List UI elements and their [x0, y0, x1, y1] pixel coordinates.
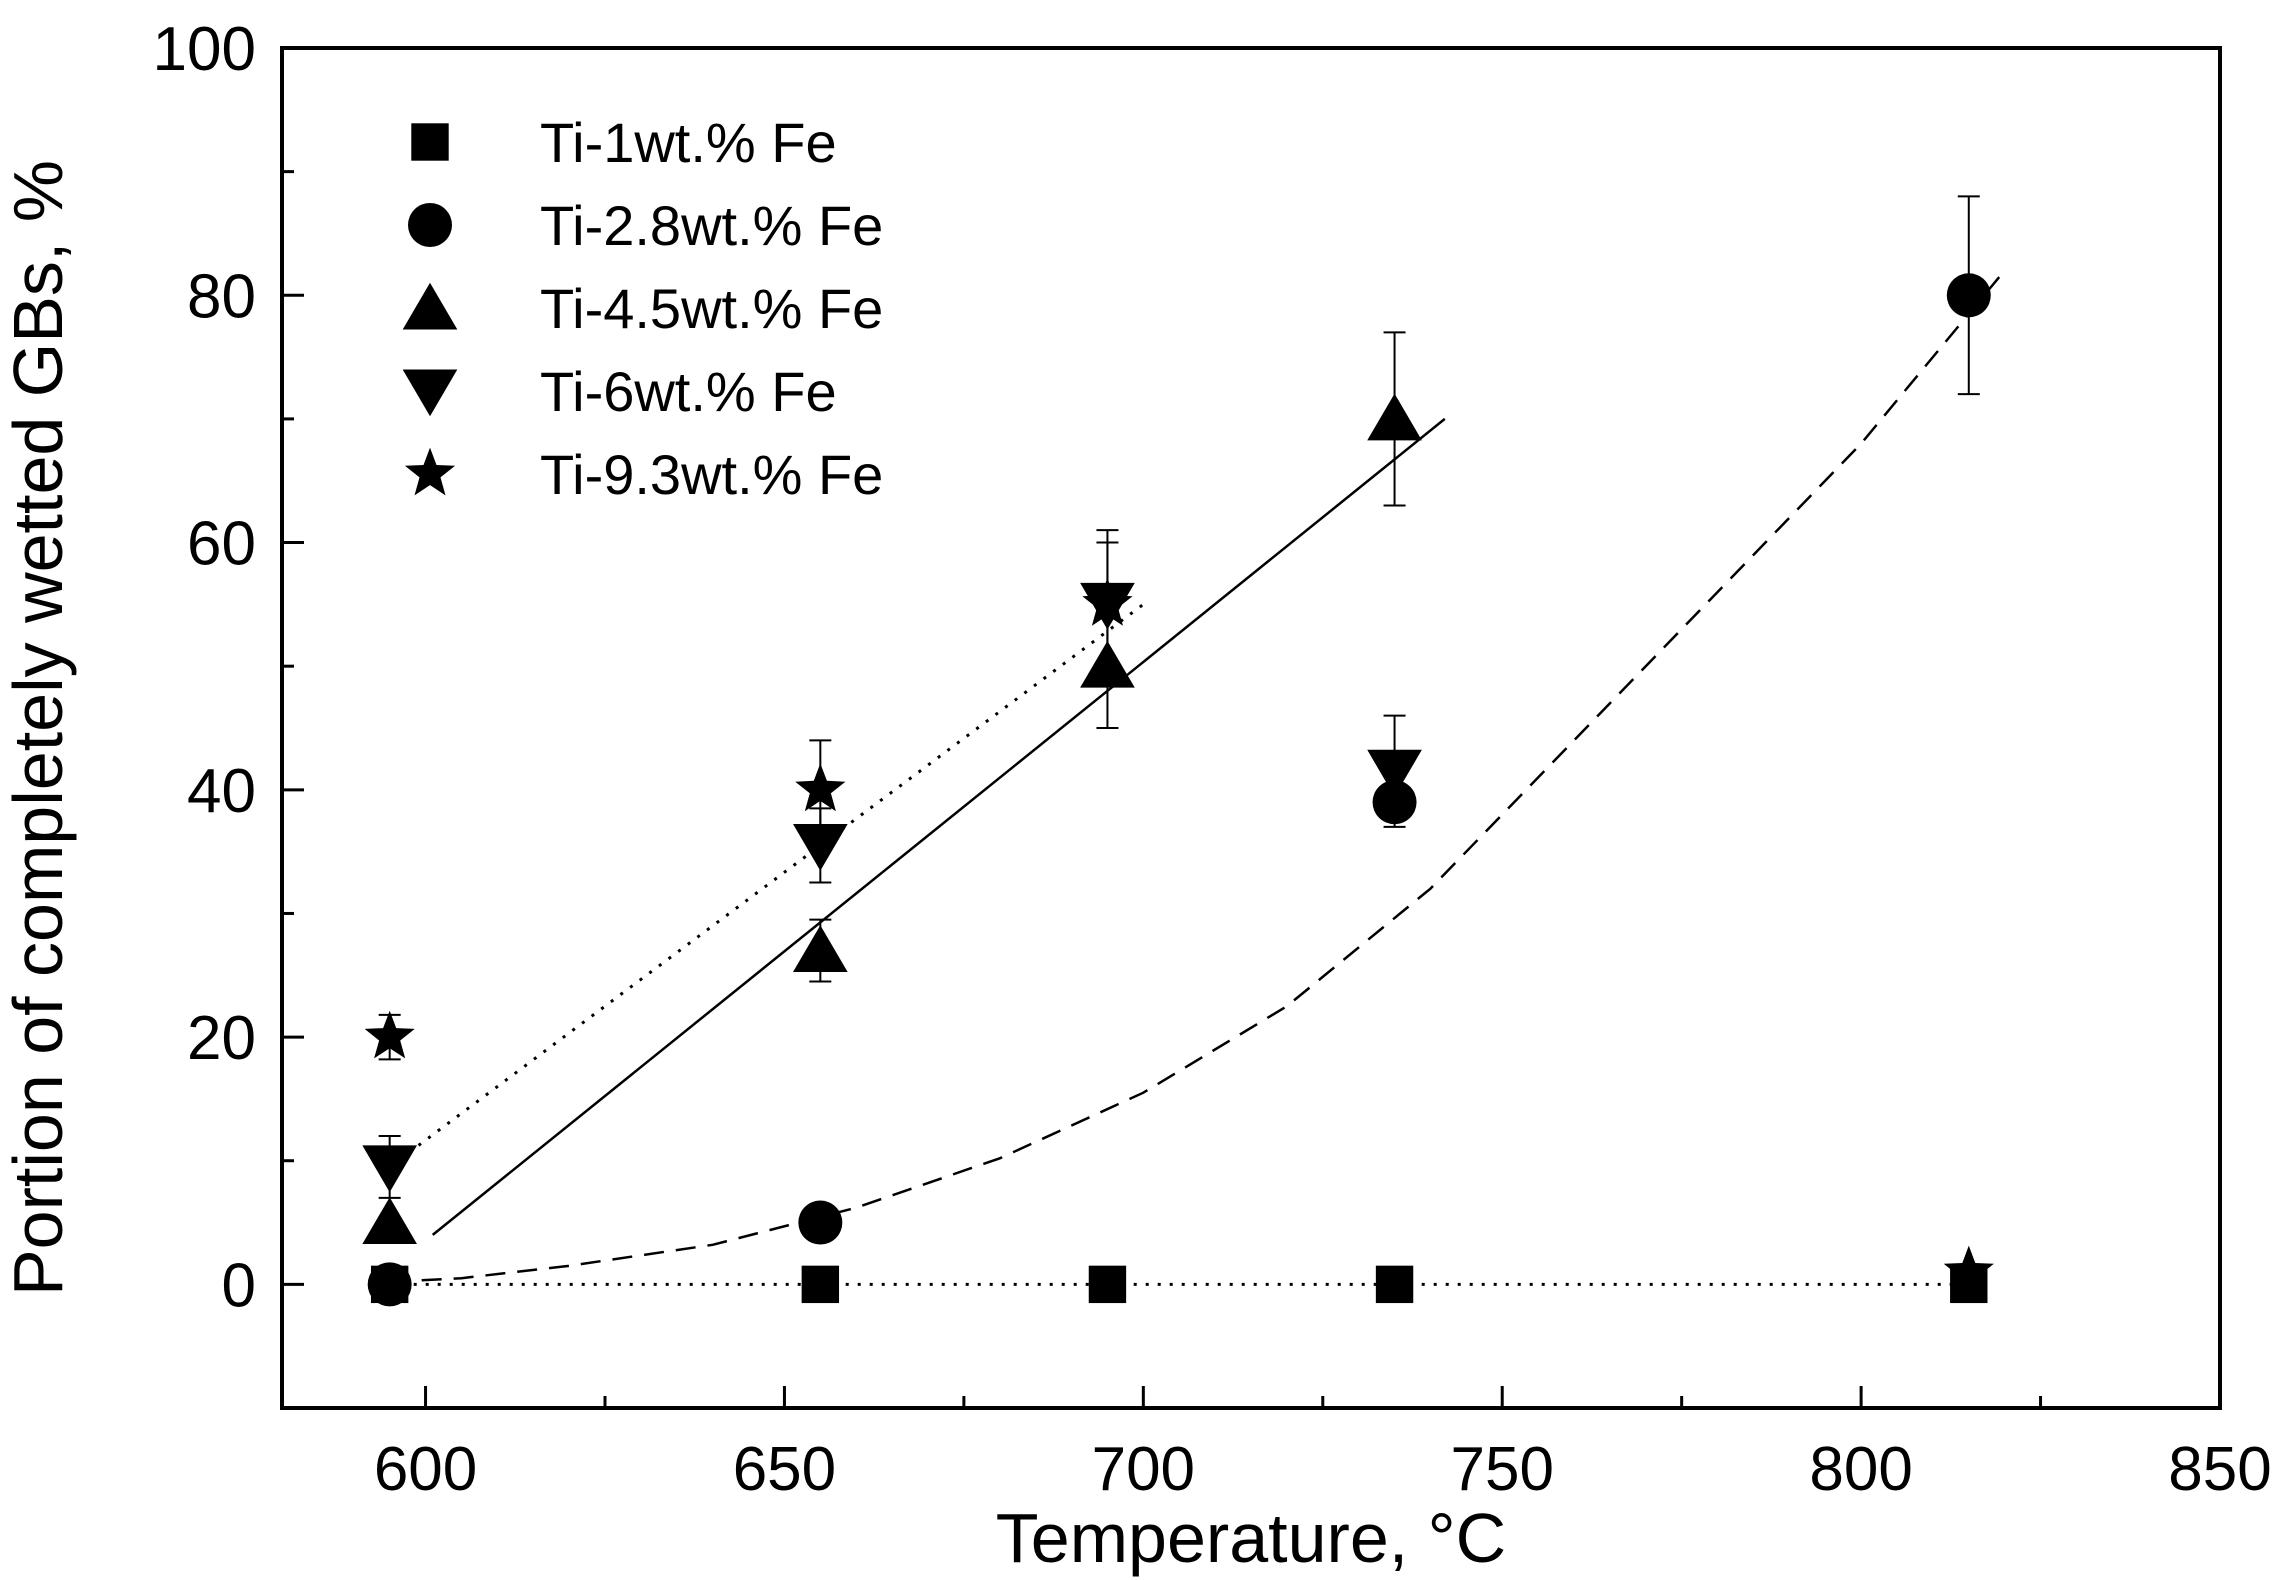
- data-point-star: [795, 763, 846, 812]
- data-point-circle: [798, 1200, 843, 1245]
- legend-marker-square: [411, 123, 449, 161]
- y-axis-title: Portion of completely wetted GBs, %: [0, 160, 77, 1296]
- legend: Ti-1wt.% Fe Ti-2.8wt.% Fe Ti-4.5wt.% Fe Ti-…: [402, 111, 883, 506]
- y-tick-label: 40: [187, 757, 256, 826]
- legend-label: Ti-6wt.% Fe: [540, 360, 837, 423]
- legend-label: Ti-2.8wt.% Fe: [540, 194, 883, 257]
- data-point-circle: [1946, 273, 1991, 318]
- x-tick-label: 750: [1450, 1435, 1553, 1504]
- y-tick-label: 80: [187, 262, 256, 331]
- y-tick-label: 100: [153, 15, 256, 84]
- data-point-square: [1088, 1265, 1127, 1304]
- data-point-triangle-up: [362, 1197, 417, 1245]
- data-point-star: [364, 1010, 415, 1059]
- x-axis-title: Temperature, °C: [996, 1499, 1506, 1577]
- plot-frame: [280, 46, 2222, 1410]
- legend-marker-star: [404, 447, 456, 496]
- data-point-star: [1943, 1245, 1994, 1294]
- fit-lines: [388, 269, 2006, 1286]
- data-point-triangle-up: [1080, 640, 1135, 688]
- legend-marker-triangle-down: [402, 369, 458, 417]
- legend-label: Ti-4.5wt.% Fe: [540, 277, 883, 340]
- data-point-square: [801, 1265, 840, 1304]
- x-tick-label: 850: [2168, 1435, 2271, 1504]
- data-point-triangle-down: [362, 1145, 417, 1193]
- y-tick-label: 0: [222, 1251, 256, 1320]
- data-point-circle: [367, 1262, 412, 1307]
- data-point-triangle-down: [793, 823, 848, 871]
- legend-marker-circle: [408, 203, 452, 247]
- tick-labels: 600 650 700 750 800 850 0 20 40 60 80 100: [153, 15, 2272, 1504]
- data-point-star: [1082, 578, 1133, 626]
- fit-line-dotted: [388, 603, 1145, 1169]
- fit-line-solid: [431, 417, 1446, 1236]
- data-point-triangle-up: [793, 925, 848, 973]
- legend-marker-triangle-up: [402, 282, 458, 330]
- x-tick-label: 650: [733, 1435, 836, 1504]
- fit-line-dashed: [389, 269, 2006, 1284]
- legend-label: Ti-9.3wt.% Fe: [540, 443, 883, 506]
- y-tick-label: 20: [187, 1004, 256, 1073]
- legend-label: Ti-1wt.% Fe: [540, 111, 837, 174]
- data-point-circle: [1372, 780, 1417, 825]
- x-tick-label: 700: [1092, 1435, 1195, 1504]
- x-tick-label: 600: [374, 1435, 477, 1504]
- x-tick-label: 800: [1809, 1435, 1912, 1504]
- axis-ticks: [282, 46, 2222, 1408]
- data-point-triangle-down: [1367, 749, 1422, 797]
- data-point-triangle-up: [1367, 393, 1422, 441]
- data-point-square: [1375, 1265, 1414, 1304]
- y-tick-label: 60: [187, 510, 256, 579]
- data-points: [362, 273, 1994, 1307]
